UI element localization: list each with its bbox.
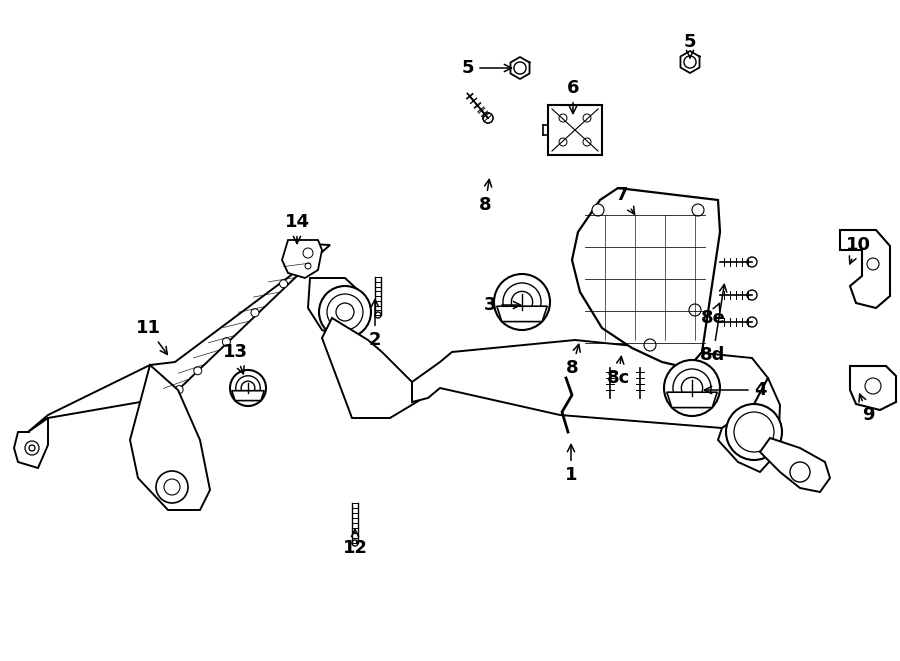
Polygon shape — [14, 418, 48, 468]
Text: 10: 10 — [845, 236, 870, 264]
Polygon shape — [850, 366, 896, 410]
Circle shape — [352, 540, 358, 546]
Text: 4: 4 — [705, 381, 766, 399]
Polygon shape — [130, 365, 210, 510]
Text: 14: 14 — [284, 213, 310, 243]
Circle shape — [494, 274, 550, 330]
Circle shape — [241, 381, 255, 395]
Polygon shape — [667, 392, 717, 408]
Circle shape — [319, 286, 371, 338]
Text: 6: 6 — [567, 79, 580, 114]
Circle shape — [511, 292, 533, 313]
Polygon shape — [760, 438, 830, 492]
Polygon shape — [282, 240, 322, 278]
Circle shape — [156, 471, 188, 503]
Polygon shape — [322, 318, 420, 418]
Text: 12: 12 — [343, 529, 367, 557]
Text: 3: 3 — [484, 296, 520, 314]
Polygon shape — [28, 252, 322, 432]
Polygon shape — [718, 378, 780, 472]
Circle shape — [644, 339, 656, 351]
Circle shape — [747, 257, 757, 267]
Text: 11: 11 — [136, 319, 167, 354]
Text: 8e: 8e — [700, 303, 725, 327]
Circle shape — [592, 204, 604, 216]
Circle shape — [483, 113, 493, 123]
Polygon shape — [572, 188, 720, 368]
Text: 8: 8 — [566, 344, 580, 377]
Polygon shape — [232, 391, 265, 401]
Polygon shape — [308, 278, 368, 340]
Circle shape — [251, 309, 259, 317]
Text: 8c: 8c — [607, 356, 630, 387]
FancyBboxPatch shape — [548, 105, 602, 155]
Text: 2: 2 — [369, 299, 382, 349]
Circle shape — [692, 204, 704, 216]
Text: 1: 1 — [565, 444, 577, 484]
Text: 8: 8 — [479, 179, 491, 214]
Text: 5: 5 — [684, 33, 697, 58]
Circle shape — [483, 113, 493, 123]
Circle shape — [222, 338, 230, 346]
Text: 8d: 8d — [700, 284, 726, 364]
Text: 13: 13 — [222, 343, 248, 374]
Circle shape — [726, 404, 782, 460]
Text: 9: 9 — [859, 394, 874, 424]
Polygon shape — [840, 230, 890, 308]
Polygon shape — [412, 340, 768, 428]
Circle shape — [747, 317, 757, 327]
Circle shape — [689, 304, 701, 316]
Polygon shape — [497, 306, 547, 322]
Polygon shape — [295, 244, 330, 255]
Circle shape — [747, 290, 757, 300]
Circle shape — [790, 462, 810, 482]
Circle shape — [664, 360, 720, 416]
Circle shape — [176, 385, 184, 393]
Circle shape — [280, 280, 288, 288]
Circle shape — [375, 312, 381, 318]
Text: 7: 7 — [616, 186, 634, 214]
Circle shape — [230, 370, 266, 406]
Circle shape — [194, 367, 202, 375]
Circle shape — [681, 377, 703, 399]
Text: 5: 5 — [462, 59, 511, 77]
